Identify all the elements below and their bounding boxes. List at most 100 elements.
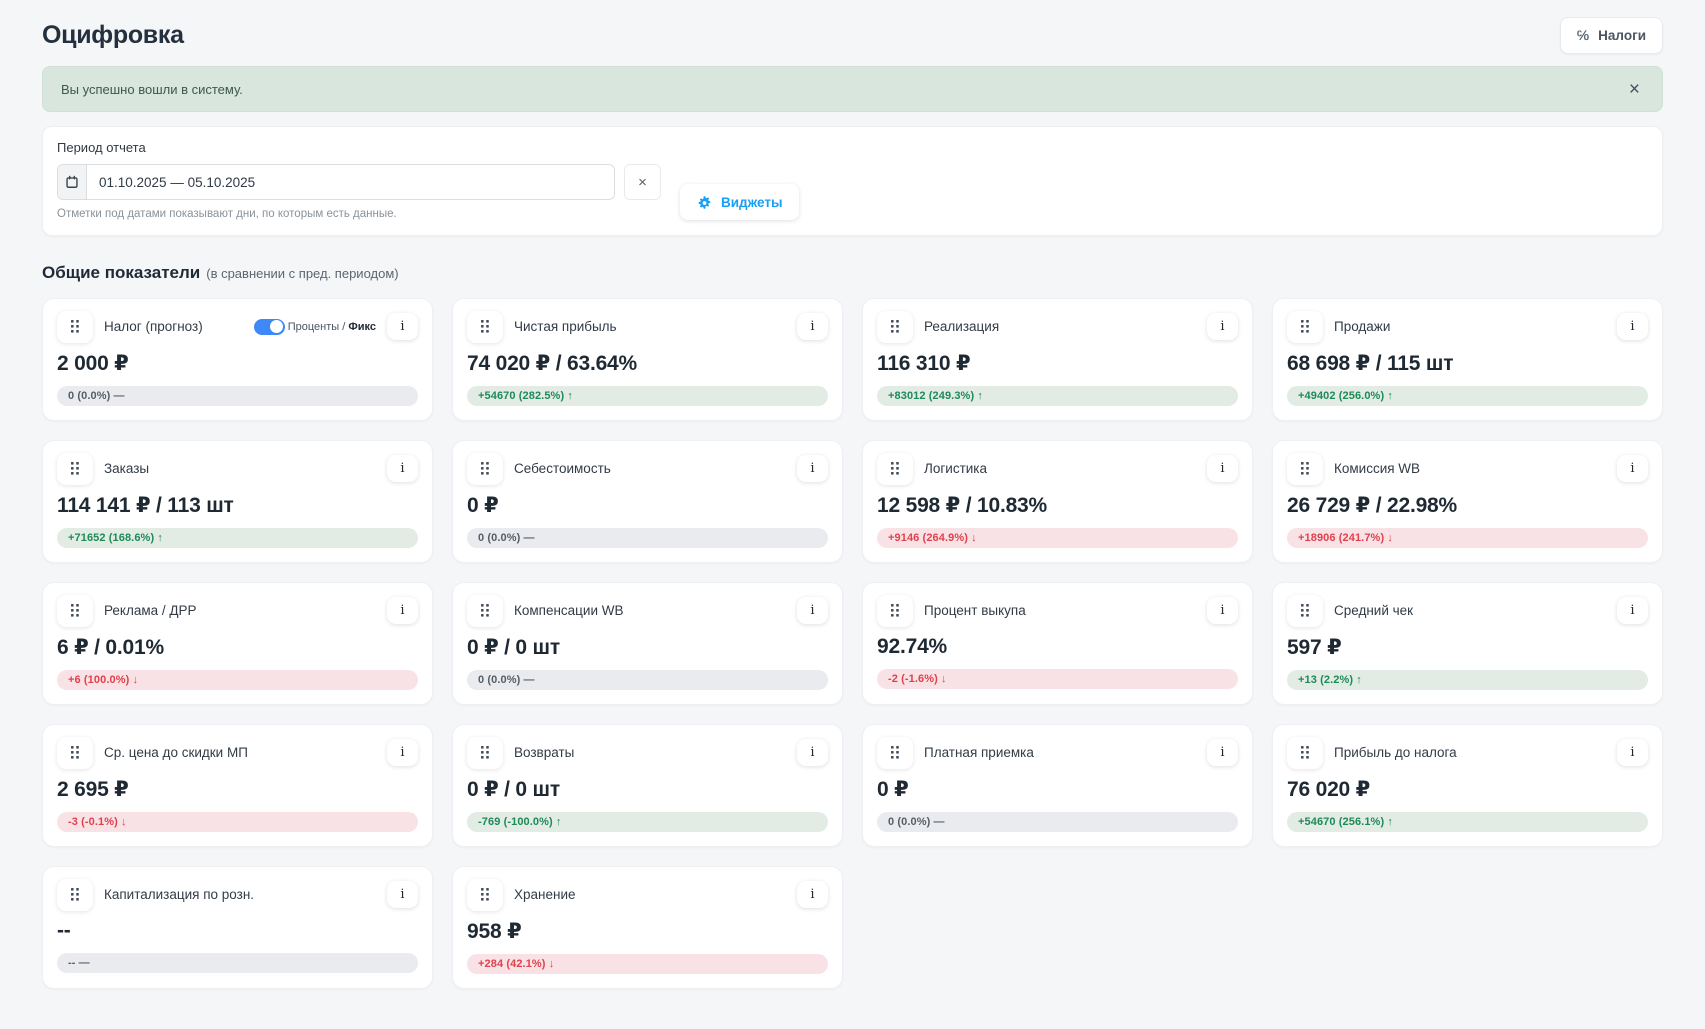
delta-badge: +54670 (256.1%) ↑ bbox=[1287, 812, 1648, 832]
metric-card: Реализация i 116 310 ₽ +83012 (249.3%) ↑ bbox=[862, 298, 1253, 421]
metric-value: 68 698 ₽ / 115 шт bbox=[1287, 352, 1454, 375]
toggle-label: Проценты / Фикс bbox=[287, 320, 376, 333]
period-input-column: × Отметки под датами показывают дни, по … bbox=[57, 164, 661, 220]
metric-value: 0 ₽ / 0 шт bbox=[467, 636, 560, 659]
gear-icon bbox=[697, 195, 712, 210]
delta-badge: +13 (2.2%) ↑ bbox=[1287, 670, 1648, 690]
info-icon[interactable]: i bbox=[1617, 455, 1648, 482]
delta-badge: +284 (42.1%) ↓ bbox=[467, 954, 828, 974]
metric-card: Ср. цена до скидки МП i 2 695 ₽ -3 (-0.1… bbox=[42, 724, 433, 847]
metric-title: Средний чек bbox=[1334, 603, 1414, 618]
widgets-button[interactable]: Виджеты bbox=[680, 184, 800, 220]
percent-fixed-toggle[interactable]: Проценты / Фикс bbox=[253, 318, 376, 335]
drag-handle-icon[interactable] bbox=[1287, 452, 1323, 485]
metric-card-header: Реклама / ДРР i bbox=[57, 594, 418, 627]
metric-value: 0 ₽ / 0 шт bbox=[467, 778, 560, 801]
drag-handle-icon[interactable] bbox=[57, 878, 93, 911]
drag-handle-icon[interactable] bbox=[877, 736, 913, 769]
delta-badge: +49402 (256.0%) ↑ bbox=[1287, 386, 1648, 406]
widgets-button-label: Виджеты bbox=[721, 194, 783, 210]
delta-badge: +18906 (241.7%) ↓ bbox=[1287, 528, 1648, 548]
metric-card-header: Чистая прибыль i bbox=[467, 310, 828, 343]
drag-handle-icon[interactable] bbox=[1287, 310, 1323, 343]
drag-handle-icon[interactable] bbox=[57, 736, 93, 769]
metric-card: Налог (прогноз) Проценты / Фикс i 2 000 … bbox=[42, 298, 433, 421]
info-icon[interactable]: i bbox=[1617, 313, 1648, 340]
info-icon[interactable]: i bbox=[1207, 597, 1238, 624]
metric-value: 2 695 ₽ bbox=[57, 778, 129, 801]
delta-badge: +54670 (282.5%) ↑ bbox=[467, 386, 828, 406]
info-icon[interactable]: i bbox=[1617, 597, 1648, 624]
drag-handle-icon[interactable] bbox=[467, 594, 503, 627]
info-icon[interactable]: i bbox=[387, 597, 418, 624]
metric-card-header: Прибыль до налога i bbox=[1287, 736, 1648, 769]
delta-badge: -3 (-0.1%) ↓ bbox=[57, 812, 418, 832]
filter-row: × Отметки под датами показывают дни, по … bbox=[57, 164, 1648, 220]
metric-card-header: Ср. цена до скидки МП i bbox=[57, 736, 418, 769]
info-icon[interactable]: i bbox=[797, 739, 828, 766]
metric-card: Возвраты i 0 ₽ / 0 шт -769 (-100.0%) ↑ bbox=[452, 724, 843, 847]
drag-handle-icon[interactable] bbox=[877, 594, 913, 627]
drag-handle-icon[interactable] bbox=[877, 452, 913, 485]
info-icon[interactable]: i bbox=[387, 739, 418, 766]
info-icon[interactable]: i bbox=[1207, 313, 1238, 340]
info-icon[interactable]: i bbox=[797, 881, 828, 908]
info-icon[interactable]: i bbox=[797, 597, 828, 624]
success-alert-text: Вы успешно вошли в систему. bbox=[61, 81, 243, 97]
metric-title: Продажи bbox=[1334, 319, 1391, 334]
metric-value: 2 000 ₽ bbox=[57, 352, 129, 375]
metric-card-header: Себестоимость i bbox=[467, 452, 828, 485]
drag-handle-icon[interactable] bbox=[1287, 736, 1323, 769]
date-range-group bbox=[57, 164, 615, 200]
metric-title: Налог (прогноз) bbox=[104, 319, 203, 334]
metric-value: 0 ₽ bbox=[877, 778, 909, 801]
info-icon[interactable]: i bbox=[387, 881, 418, 908]
info-icon[interactable]: i bbox=[387, 313, 418, 340]
metric-card: Продажи i 68 698 ₽ / 115 шт +49402 (256.… bbox=[1272, 298, 1663, 421]
drag-handle-icon[interactable] bbox=[467, 878, 503, 911]
metric-title: Хранение bbox=[514, 887, 576, 902]
clear-date-button[interactable]: × bbox=[624, 164, 661, 200]
info-icon[interactable]: i bbox=[1207, 455, 1238, 482]
delta-badge: +71652 (168.6%) ↑ bbox=[57, 528, 418, 548]
drag-handle-icon[interactable] bbox=[57, 594, 93, 627]
info-icon[interactable]: i bbox=[1207, 739, 1238, 766]
drag-handle-icon[interactable] bbox=[467, 310, 503, 343]
drag-handle-icon[interactable] bbox=[57, 310, 93, 343]
period-label: Период отчета bbox=[57, 140, 146, 155]
delta-badge: +9146 (264.9%) ↓ bbox=[877, 528, 1238, 548]
metric-card-header: Хранение i bbox=[467, 878, 828, 911]
section-title: Общие показатели bbox=[42, 263, 201, 282]
info-icon[interactable]: i bbox=[797, 313, 828, 340]
date-range-input[interactable] bbox=[87, 165, 614, 199]
metric-card-header: Компенсации WB i bbox=[467, 594, 828, 627]
metric-title: Себестоимость bbox=[514, 461, 611, 476]
metric-card: Хранение i 958 ₽ +284 (42.1%) ↓ bbox=[452, 866, 843, 989]
drag-handle-icon[interactable] bbox=[877, 310, 913, 343]
metric-value: 12 598 ₽ / 10.83% bbox=[877, 494, 1048, 517]
drag-handle-icon[interactable] bbox=[1287, 594, 1323, 627]
metric-title: Реклама / ДРР bbox=[104, 603, 197, 618]
period-input-line: × bbox=[57, 164, 661, 200]
drag-handle-icon[interactable] bbox=[467, 452, 503, 485]
metric-card-header: Капитализация по розн. i bbox=[57, 878, 418, 911]
delta-badge: 0 (0.0%) — bbox=[877, 812, 1238, 832]
metric-title: Прибыль до налога bbox=[1334, 745, 1457, 760]
metric-card-header: Возвраты i bbox=[467, 736, 828, 769]
info-icon[interactable]: i bbox=[1617, 739, 1648, 766]
metric-value: 597 ₽ bbox=[1287, 636, 1342, 659]
metric-card: Чистая прибыль i 74 020 ₽ / 63.64% +5467… bbox=[452, 298, 843, 421]
metric-value: 114 141 ₽ / 113 шт bbox=[57, 494, 234, 517]
drag-handle-icon[interactable] bbox=[57, 452, 93, 485]
metric-value: 76 020 ₽ bbox=[1287, 778, 1371, 801]
metric-title: Капитализация по розн. bbox=[104, 887, 255, 902]
metric-card: Платная приемка i 0 ₽ 0 (0.0%) — bbox=[862, 724, 1253, 847]
toggle-switch[interactable] bbox=[253, 318, 285, 335]
metric-title: Компенсации WB bbox=[514, 603, 624, 618]
info-icon[interactable]: i bbox=[797, 455, 828, 482]
info-icon[interactable]: i bbox=[387, 455, 418, 482]
close-icon[interactable]: × bbox=[1625, 78, 1644, 101]
taxes-button[interactable]: ℅ Налоги bbox=[1559, 16, 1663, 54]
drag-handle-icon[interactable] bbox=[467, 736, 503, 769]
top-bar: Оцифровка ℅ Налоги bbox=[42, 0, 1663, 54]
